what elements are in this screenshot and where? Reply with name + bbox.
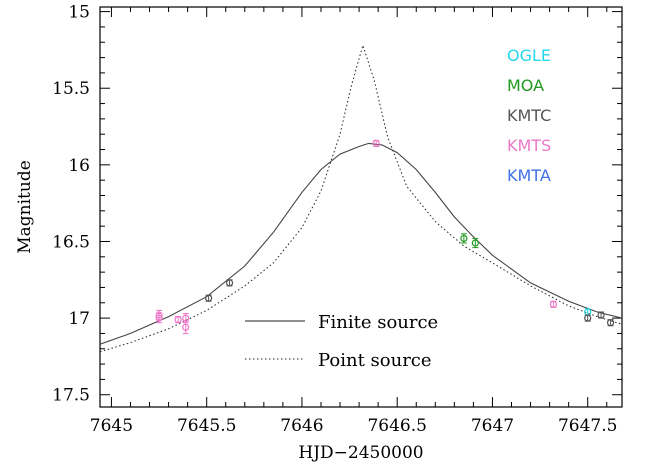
y-axis-label: Magnitude xyxy=(15,160,35,254)
model-legend-label: Point source xyxy=(318,350,432,371)
y-tick-label: 17 xyxy=(68,309,90,329)
x-tick-label: 7645 xyxy=(90,416,133,436)
y-tick-label: 16 xyxy=(68,156,90,176)
x-tick-label: 7647.5 xyxy=(558,416,617,436)
x-axis-label: HJD−2450000 xyxy=(298,443,423,463)
kmtc-data-point xyxy=(204,294,213,302)
data-points xyxy=(155,139,615,334)
x-tick-label: 7646 xyxy=(280,416,323,436)
y-tick-label: 17.5 xyxy=(52,386,90,406)
model-legend: Finite source Point source xyxy=(245,312,438,371)
legend-ogle: OGLE xyxy=(507,46,551,65)
moa-data-point xyxy=(471,237,479,249)
x-tick-label: 7647 xyxy=(471,416,514,436)
legend-kmta: KMTA xyxy=(507,166,551,185)
kmtc-data-point xyxy=(225,279,234,287)
point-source-curve xyxy=(100,43,622,353)
finite-source-curve xyxy=(100,142,622,345)
kmts-data-point xyxy=(549,300,558,308)
moa-data-point xyxy=(460,233,468,244)
y-tick-label: 15 xyxy=(68,3,90,23)
model-legend-label: Finite source xyxy=(318,312,438,333)
legend-moa: MOA xyxy=(507,76,544,95)
kmtc-data-point xyxy=(606,319,615,327)
kmtc-data-point xyxy=(597,311,605,319)
kmts-data-point xyxy=(182,320,190,334)
kmts-data-point xyxy=(174,316,182,324)
model-curves xyxy=(100,43,622,353)
legend: OGLE MOA KMTC KMTS KMTA xyxy=(507,46,551,185)
x-tick-label: 7645.5 xyxy=(177,416,236,436)
kmtc-data-point xyxy=(584,314,592,322)
plot-frame xyxy=(99,6,623,408)
y-tick-label: 15.5 xyxy=(52,79,90,99)
legend-kmtc: KMTC xyxy=(507,106,551,125)
axis-ticks: 7645 7645.5 7646 7646.5 7647 7647.5 15 15.5 16 16… xyxy=(52,3,622,436)
kmts-data-point xyxy=(372,139,380,147)
x-tick-label: 7646.5 xyxy=(367,416,426,436)
y-tick-label: 16.5 xyxy=(52,232,90,252)
legend-kmts: KMTS xyxy=(507,136,551,155)
kmts-data-point xyxy=(155,313,163,324)
